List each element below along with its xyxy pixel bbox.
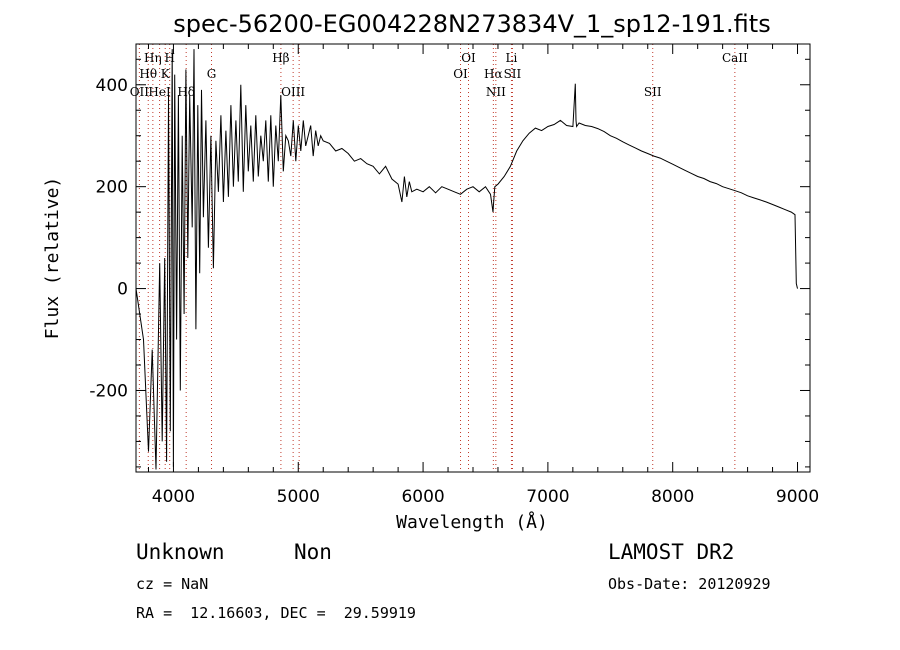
x-tick-label: 8000 xyxy=(651,487,694,507)
y-axis-title: Flux (relative) xyxy=(42,177,63,340)
marker-label: H xyxy=(164,51,174,65)
marker-label: Hβ xyxy=(272,51,289,65)
marker-label: K xyxy=(161,67,171,81)
marker-label: OI xyxy=(461,51,476,65)
x-tick-label: 7000 xyxy=(526,487,569,507)
x-tick-label: 5000 xyxy=(277,487,320,507)
marker-label: Hθ xyxy=(139,67,157,81)
marker-label: NII xyxy=(486,85,506,99)
cz-label: cz = NaN xyxy=(136,575,209,593)
marker-label: OI xyxy=(453,67,468,81)
axis-ticks: 4000 5000 6000 7000 8000 9000 -200 0 200 400 xyxy=(89,44,819,507)
obs-date-label: Obs-Date: 20120929 xyxy=(608,575,771,593)
marker-label: OII xyxy=(130,85,150,99)
chart-title: spec-56200-EG004228N273834V_1_sp12-191.f… xyxy=(173,10,770,38)
y-tick-label: -200 xyxy=(89,381,128,401)
marker-label: Hη xyxy=(144,51,162,65)
spectrum-series xyxy=(135,49,798,470)
x-tick-label: 6000 xyxy=(401,487,444,507)
marker-label: HeI xyxy=(148,85,171,99)
marker-label: OIII xyxy=(281,85,305,99)
marker-label: SII xyxy=(644,85,662,99)
marker-label: Li xyxy=(506,51,518,65)
marker-label: Hα xyxy=(484,67,503,81)
marker-label: G xyxy=(207,67,217,81)
y-tick-label: 400 xyxy=(96,76,128,96)
marker-label: CaII xyxy=(722,51,748,65)
class-label: Unknown xyxy=(136,540,225,564)
x-tick-label: 4000 xyxy=(152,487,195,507)
plot-frame xyxy=(135,43,811,473)
x-axis-title: Wavelength (Å) xyxy=(396,511,548,533)
subclass-label: Non xyxy=(294,540,332,564)
x-tick-label: 9000 xyxy=(776,487,819,507)
y-tick-label: 0 xyxy=(117,280,128,300)
y-tick-label: 200 xyxy=(96,178,128,198)
marker-label: SII xyxy=(504,67,522,81)
spectrum-line xyxy=(135,49,798,470)
radec-label: RA = 12.16603, DEC = 29.59919 xyxy=(136,604,416,622)
survey-label: LAMOST DR2 xyxy=(608,540,735,564)
